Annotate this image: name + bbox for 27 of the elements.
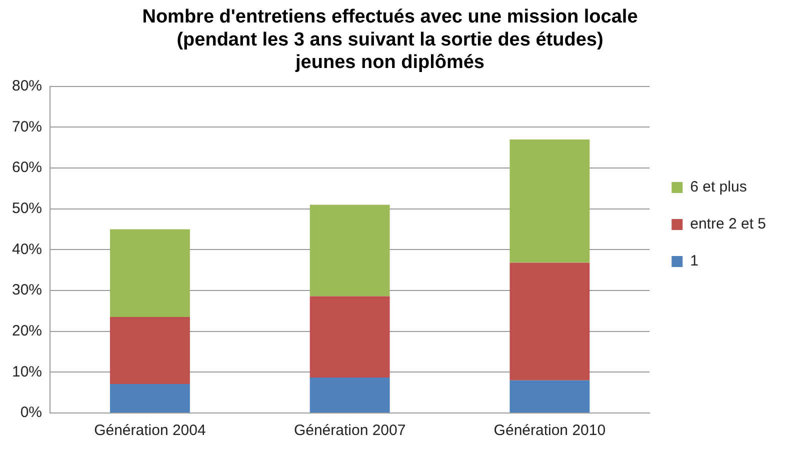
y-tick-label: 40% [12, 240, 42, 258]
bar [310, 377, 390, 412]
y-tick-label: 80% [12, 78, 42, 95]
y-tick-label: 50% [12, 200, 42, 218]
bar [110, 229, 190, 318]
legend-label: entre 2 et 5 [690, 216, 766, 233]
bar [310, 204, 390, 296]
text: jeunes non diplômés [296, 52, 484, 74]
bar [510, 262, 590, 380]
text: Nombre d'entretiens effectués avec une mission locale [142, 6, 638, 28]
x-tick-label: Génération 2004 [94, 422, 206, 440]
x-tick-label: Génération 2010 [494, 422, 606, 440]
y-tick-label: 70% [12, 118, 42, 136]
legend-label: 1 [690, 252, 698, 270]
y-tick-label: 20% [12, 322, 42, 340]
y-tick-label: 60% [12, 159, 42, 176]
x-tick-label: Génération 2007 [294, 422, 406, 440]
bar [110, 317, 190, 384]
bar [110, 384, 190, 412]
y-tick-label: 0% [20, 404, 42, 422]
y-tick-label: 10% [12, 363, 42, 380]
bar [510, 380, 590, 412]
bar [310, 296, 390, 378]
legend-label: 6 et plus [690, 178, 747, 196]
text: (pendant les 3 ans suivant la sortie des études) [176, 29, 604, 50]
bar [510, 139, 590, 263]
y-tick-label: 30% [12, 282, 42, 299]
